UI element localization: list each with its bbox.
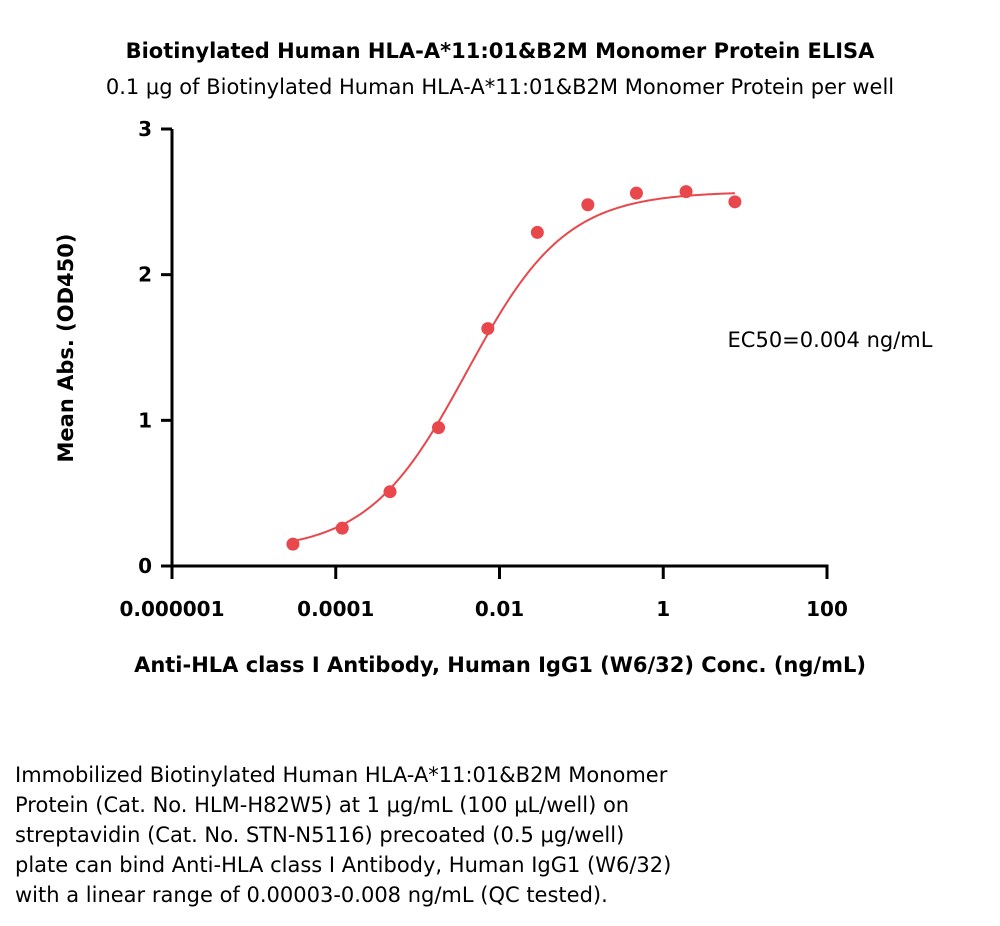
x-tick-label: 0.000001: [119, 597, 224, 621]
fit-curve: [292, 192, 735, 543]
x-tick-label: 100: [806, 597, 848, 621]
x-tick-label: 0.01: [475, 597, 524, 621]
data-point: [432, 421, 446, 435]
x-tick-label: 1: [656, 597, 670, 621]
chart-title: Biotinylated Human HLA-A*11:01&B2M Monom…: [126, 39, 876, 63]
x-axis-label: Anti-HLA class I Antibody, Human IgG1 (W…: [134, 653, 866, 677]
data-point: [286, 537, 300, 551]
y-tick-label: 2: [138, 263, 152, 287]
data-point: [481, 322, 495, 336]
ec50-annotation: EC50=0.004 ng/mL: [728, 328, 933, 352]
caption: Immobilized Biotinylated Human HLA-A*11:…: [15, 760, 975, 910]
data-point: [679, 185, 693, 199]
x-tick-label: 0.0001: [297, 597, 374, 621]
data-point: [530, 225, 544, 239]
data-point: [335, 521, 349, 535]
caption-line: Immobilized Biotinylated Human HLA-A*11:…: [15, 763, 668, 787]
y-tick-label: 0: [138, 554, 152, 578]
data-point: [728, 195, 742, 209]
caption-line: plate can bind Anti-HLA class I Antibody…: [15, 853, 672, 877]
y-tick-label: 3: [138, 117, 152, 141]
y-tick-label: 1: [138, 408, 152, 432]
caption-line: streptavidin (Cat. No. STN-N5116) precoa…: [15, 823, 625, 847]
y-axis-label: Mean Abs. (OD450): [54, 234, 78, 463]
caption-line: Protein (Cat. No. HLM-H82W5) at 1 μg/mL …: [15, 793, 630, 817]
data-point: [629, 186, 643, 200]
data-point: [581, 198, 595, 212]
caption-line: with a linear range of 0.00003-0.008 ng/…: [15, 883, 608, 907]
chart-subtitle: 0.1 μg of Biotinylated Human HLA-A*11:01…: [106, 75, 894, 99]
data-point: [383, 485, 397, 499]
axes: 0 1 2 3 0.000001 0.0001 0.01 1 100: [119, 117, 847, 621]
data-points: [286, 185, 742, 551]
fit-curve-layer: [292, 192, 735, 543]
